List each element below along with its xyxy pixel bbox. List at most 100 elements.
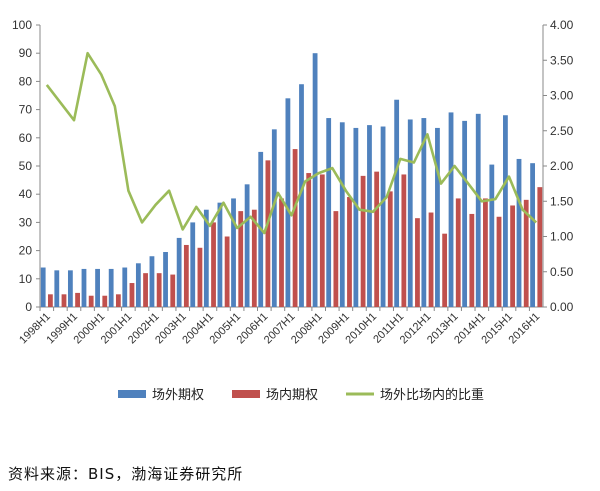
bar-exchange-2004H1 <box>211 222 216 307</box>
bar-exchange-2004H2 <box>224 236 230 307</box>
bar-exchange-2003H1 <box>183 244 189 307</box>
legend: 场外期权 场内期权 场外比场内的比重 <box>118 387 484 403</box>
bar-exchange-2005H2 <box>251 209 257 307</box>
bar-exchange-2002H2 <box>170 274 176 307</box>
y-right-tick-label: 0.50 <box>550 265 574 279</box>
bar-otc-2001H2 <box>135 263 141 307</box>
bar-otc-1998H1 <box>40 267 46 307</box>
bar-otc-2010H2 <box>380 126 386 308</box>
bar-exchange-1999H1 <box>75 292 80 307</box>
bar-exchange-2007H2 <box>306 173 312 307</box>
bar-otc-2014H2 <box>489 164 495 307</box>
y-right-tick-label: 3.50 <box>550 53 574 67</box>
legend-label-2: 场外比场内的比重 <box>380 387 484 403</box>
bar-exchange-2003H2 <box>197 247 203 307</box>
bar-exchange-2010H2 <box>387 191 393 307</box>
bar-exchange-2007H1 <box>292 149 298 307</box>
y-left-tick-label: 70 <box>19 103 33 117</box>
bar-otc-2007H2 <box>299 84 304 307</box>
bar-exchange-2009H2 <box>360 175 366 307</box>
bar-exchange-2014H1 <box>483 198 488 307</box>
bar-exchange-2000H2 <box>115 294 121 307</box>
bar-exchange-2014H2 <box>496 216 502 307</box>
bar-exchange-2006H2 <box>279 198 284 307</box>
bar-otc-2004H1 <box>203 209 209 307</box>
bar-exchange-2001H2 <box>143 273 148 307</box>
bar-otc-2000H1 <box>95 268 100 307</box>
bar-otc-2009H2 <box>353 127 359 308</box>
bar-otc-2005H1 <box>231 198 236 307</box>
y-right-tick-label: 3.00 <box>550 89 574 103</box>
bar-otc-2002H2 <box>163 252 168 307</box>
bar-exchange-2013H2 <box>469 213 475 307</box>
y-left-tick-label: 40 <box>19 187 33 201</box>
bar-exchange-2008H2 <box>333 211 339 307</box>
y-left-tick-label: 20 <box>19 244 33 258</box>
bar-otc-2004H2 <box>217 202 223 307</box>
chart-frame <box>39 25 544 308</box>
bar-otc-2015H2 <box>516 158 522 307</box>
y-right-tick-label: 1.00 <box>550 230 574 244</box>
source-note: 资料来源：BIS，渤海证券研究所 <box>8 465 244 483</box>
bar-exchange-2000H1 <box>102 295 108 307</box>
bar-otc-2008H1 <box>312 53 318 308</box>
bar-otc-2015H1 <box>503 115 508 308</box>
bar-exchange-2015H2 <box>523 199 529 307</box>
bar-exchange-2005H1 <box>238 211 244 307</box>
bar-otc-2001H1 <box>122 267 128 307</box>
bar-exchange-2013H1 <box>455 198 461 307</box>
bar-otc-2013H2 <box>462 120 468 307</box>
y-axis-left: 0 10 20 30 40 50 60 70 80 90 100 <box>12 18 40 314</box>
y-right-tick-label: 1.50 <box>550 194 574 208</box>
bar-exchange-2002H1 <box>156 273 162 307</box>
bar-exchange-1998H1 <box>47 294 53 307</box>
bar-exchange-2011H1 <box>401 174 407 307</box>
y-left-tick-label: 30 <box>19 215 33 229</box>
y-right-tick-label: 4.00 <box>550 18 574 32</box>
bar-otc-2007H1 <box>285 98 291 307</box>
bar-exchange-2001H1 <box>129 283 135 307</box>
y-left-tick-label: 10 <box>19 272 33 286</box>
legend-label-1: 场内期权 <box>266 387 318 403</box>
y-axis-right: 0.00 0.50 1.00 1.50 2.00 2.50 3.00 3.50 4.00 <box>543 18 574 314</box>
bar-exchange-1998H2 <box>61 294 67 307</box>
bar-otc-2012H1 <box>421 118 427 307</box>
bar-otc-1999H2 <box>81 268 87 307</box>
bar-exchange-2012H2 <box>442 233 448 307</box>
bar-exchange-2008H1 <box>319 174 325 307</box>
bar-otc-2003H2 <box>190 222 196 307</box>
bar-otc-2010H1 <box>367 125 372 307</box>
bar-otc-2012H2 <box>435 127 440 308</box>
y-right-tick-label: 2.00 <box>550 159 574 173</box>
x-axis: 1998H11999H12000H12001H12002H12003H12004… <box>17 307 542 346</box>
y-left-tick-label: 60 <box>19 131 33 145</box>
y-left-tick-label: 90 <box>19 46 33 60</box>
y-left-tick-label: 100 <box>12 18 32 32</box>
bar-otc-2011H1 <box>394 99 400 307</box>
chart: 0 10 20 30 40 50 60 70 80 90 100 0.00 0.50 1.00 1.50 2… <box>12 18 574 403</box>
y-right-tick-label: 0.00 <box>550 300 574 314</box>
y-left-tick-label: 50 <box>19 159 33 173</box>
bar-otc-2016H1 <box>530 163 536 307</box>
y-left-tick-label: 80 <box>19 74 33 88</box>
legend-label-0: 场外期权 <box>152 387 204 403</box>
bar-exchange-2006H1 <box>265 160 271 307</box>
legend-swatch-1 <box>232 390 260 398</box>
bar-exchange-2016H1 <box>537 187 543 307</box>
bar-otc-2009H1 <box>339 122 345 307</box>
bar-otc-2011H2 <box>407 119 413 307</box>
bar-exchange-2009H1 <box>347 197 352 307</box>
bar-exchange-2015H1 <box>510 205 516 307</box>
bar-otc-2006H2 <box>271 129 277 307</box>
bar-exchange-2011H2 <box>415 218 420 307</box>
bar-otc-2000H2 <box>108 268 114 307</box>
bar-otc-2005H2 <box>244 184 250 307</box>
bar-otc-1998H2 <box>54 270 60 307</box>
bar-otc-2013H1 <box>448 112 454 307</box>
bar-otc-2008H2 <box>326 118 332 307</box>
bar-exchange-2012H1 <box>428 212 434 307</box>
legend-swatch-0 <box>118 390 146 398</box>
y-left-tick-label: 0 <box>25 300 32 314</box>
bar-exchange-2010H1 <box>374 171 380 307</box>
y-right-tick-label: 2.50 <box>550 124 574 138</box>
